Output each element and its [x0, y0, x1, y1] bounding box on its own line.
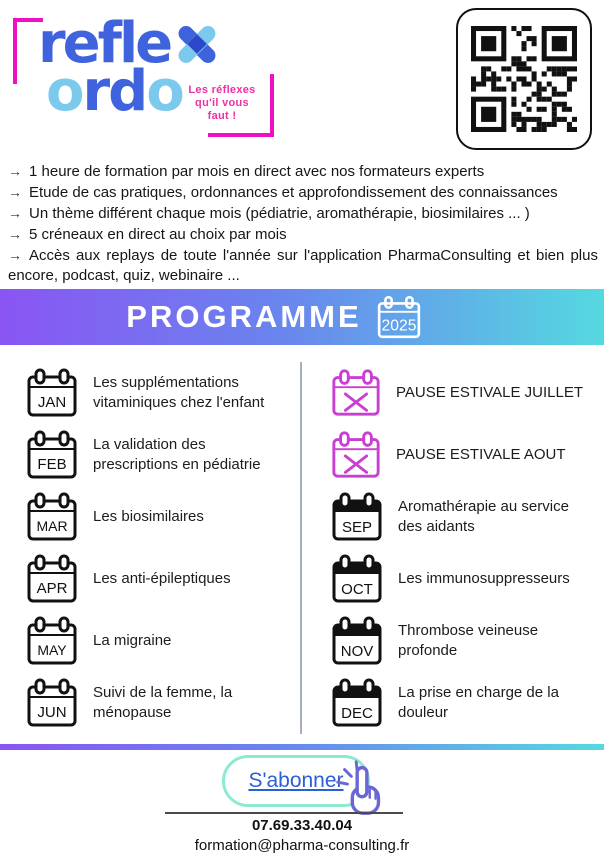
- program-item-oct: OCT Les immunosuppresseurs: [330, 548, 596, 610]
- calendar-icon-feb: FEB: [27, 430, 77, 479]
- program-column-left: JAN Les supplémentations vitaminiques ch…: [25, 362, 287, 734]
- calendar-icon-sep: SEP: [332, 492, 382, 541]
- program-item-apr: APR Les anti-épileptiques: [25, 548, 287, 610]
- calendar-month-label: JAN: [38, 394, 66, 411]
- calendar-icon-nov: NOV: [332, 616, 382, 665]
- intro-bullet-list: → 1 heure de formation par mois en direct…: [8, 161, 598, 286]
- program-item-title: La validation des prescriptions en pédia…: [93, 436, 261, 473]
- program-item-pause-august: PAUSE ESTIVALE AOUT: [330, 424, 596, 486]
- bullet-item: → Accès aux replays de toute l'année sur …: [8, 245, 598, 286]
- calendar-2025-icon: 2025: [377, 295, 420, 339]
- qr-pattern-icon: [471, 26, 577, 132]
- calendar-month-label: JUN: [37, 704, 66, 721]
- calendar-month-label: SEP: [342, 519, 372, 536]
- program-item-title: Aromathérapie au service des aidants: [398, 498, 569, 535]
- calendar-icon-may: MAY: [27, 616, 77, 665]
- logo-bracket-bottom-right-icon: [208, 74, 274, 137]
- logo-letter: r: [82, 59, 110, 124]
- bullet-text: Un thème différent chaque mois (pédiatri…: [29, 205, 530, 222]
- logo-tagline: Les réflexes qu'il vous faut !: [188, 84, 256, 122]
- bullet-item: → 5 créneaux en direct au choix par mois: [8, 224, 598, 245]
- program-item-title: Les biosimilaires: [93, 508, 204, 525]
- calendar-icon-mar: MAR: [27, 492, 77, 541]
- program-item-title: PAUSE ESTIVALE JUILLET: [396, 384, 584, 401]
- bullet-item: → Etude de cas pratiques, ordonnances et …: [8, 182, 598, 203]
- bullet-item: → Un thème différent chaque mois (pédiatr…: [8, 203, 598, 224]
- arrow-icon: →: [8, 247, 22, 263]
- gradient-divider-bar: [0, 744, 604, 750]
- program-item-may: MAY La migraine: [25, 610, 287, 672]
- calendar-icon-jun: JUN: [27, 678, 77, 727]
- calendar-month-label: DEC: [341, 705, 373, 722]
- program-item-nov: NOV Thrombose veineuse profonde: [330, 610, 596, 672]
- subscribe-button[interactable]: S'abonner: [222, 755, 370, 807]
- calendar-month-label: OCT: [341, 581, 373, 598]
- calendar-month-label: MAR: [36, 518, 67, 534]
- calendar-icon-dec: DEC: [332, 678, 382, 727]
- bullet-item: → 1 heure de formation par mois en direct…: [8, 161, 598, 182]
- calendar-month-label: APR: [37, 580, 68, 597]
- program-item-sep: SEP Aromathérapie au service des aidants: [330, 486, 596, 548]
- program-item-mar: MAR Les biosimilaires: [25, 486, 287, 548]
- program-item-title: Les immunosuppresseurs: [398, 570, 570, 587]
- arrow-icon: →: [8, 163, 22, 179]
- program-item-title: Les anti-épileptiques: [93, 570, 231, 587]
- logo-letter: o: [46, 59, 85, 124]
- footer-phone: 07.69.33.40.04: [251, 817, 353, 834]
- calendar-month-label: NOV: [341, 643, 374, 660]
- program-item-title: Les supplémentations vitaminiques chez l…: [93, 374, 265, 411]
- program-item-dec: DEC La prise en charge de la douleur: [330, 672, 596, 734]
- programme-title: PROGRAMME: [126, 299, 362, 334]
- pause-calendar-icon-august: [332, 431, 380, 478]
- qr-code[interactable]: [456, 8, 592, 150]
- pause-calendar-icon-july: [332, 369, 380, 416]
- bullet-text: Etude de cas pratiques, ordonnances et a…: [29, 184, 558, 201]
- logo-letter: o: [146, 59, 185, 124]
- subscribe-label: S'abonner: [248, 769, 344, 792]
- calendar-month-label: MAY: [37, 642, 67, 658]
- bullet-text: 1 heure de formation par mois en direct …: [29, 163, 485, 180]
- arrow-icon: →: [8, 205, 22, 221]
- column-divider: [300, 362, 302, 734]
- logo-bracket-top-left-icon: [13, 18, 43, 84]
- calendar-month-label: FEB: [37, 456, 66, 473]
- bullet-text: Accès aux replays de toute l'année sur l…: [8, 247, 598, 284]
- bullet-text: 5 créneaux en direct au choix par mois: [29, 226, 287, 243]
- logo-word-top-text: refle: [38, 11, 173, 76]
- logo-letter: d: [108, 59, 148, 124]
- program-item-pause-july: PAUSE ESTIVALE JUILLET: [330, 362, 596, 424]
- program-item-jan: JAN Les supplémentations vitaminiques ch…: [25, 362, 287, 424]
- program-column-right: PAUSE ESTIVALE JUILLET PAUSE ESTIVALE AO…: [330, 362, 596, 734]
- arrow-icon: →: [8, 184, 22, 200]
- program-item-title: Thrombose veineuse profonde: [398, 622, 539, 659]
- footer-email: formation@pharma-consulting.fr: [194, 837, 410, 854]
- program-item-title: PAUSE ESTIVALE AOUT: [396, 446, 566, 463]
- logo-word-top: refle: [38, 16, 220, 72]
- program-item-title: La migraine: [93, 632, 172, 649]
- arrow-icon: →: [8, 226, 22, 242]
- banner-year: 2025: [381, 318, 416, 335]
- program-item-feb: FEB La validation des prescriptions en p…: [25, 424, 287, 486]
- logo-word-bottom: ordo: [46, 64, 185, 120]
- calendar-icon-jan: JAN: [27, 368, 77, 417]
- program-item-jun: JUN Suivi de la femme, la ménopause: [25, 672, 287, 734]
- calendar-icon-apr: APR: [27, 554, 77, 603]
- footer-divider: [165, 812, 403, 814]
- program-item-title: La prise en charge de la douleur: [398, 684, 559, 721]
- program-item-title: Suivi de la femme, la ménopause: [93, 684, 233, 721]
- calendar-icon-oct: OCT: [332, 554, 382, 603]
- programme-banner: PROGRAMME 2025: [0, 289, 604, 345]
